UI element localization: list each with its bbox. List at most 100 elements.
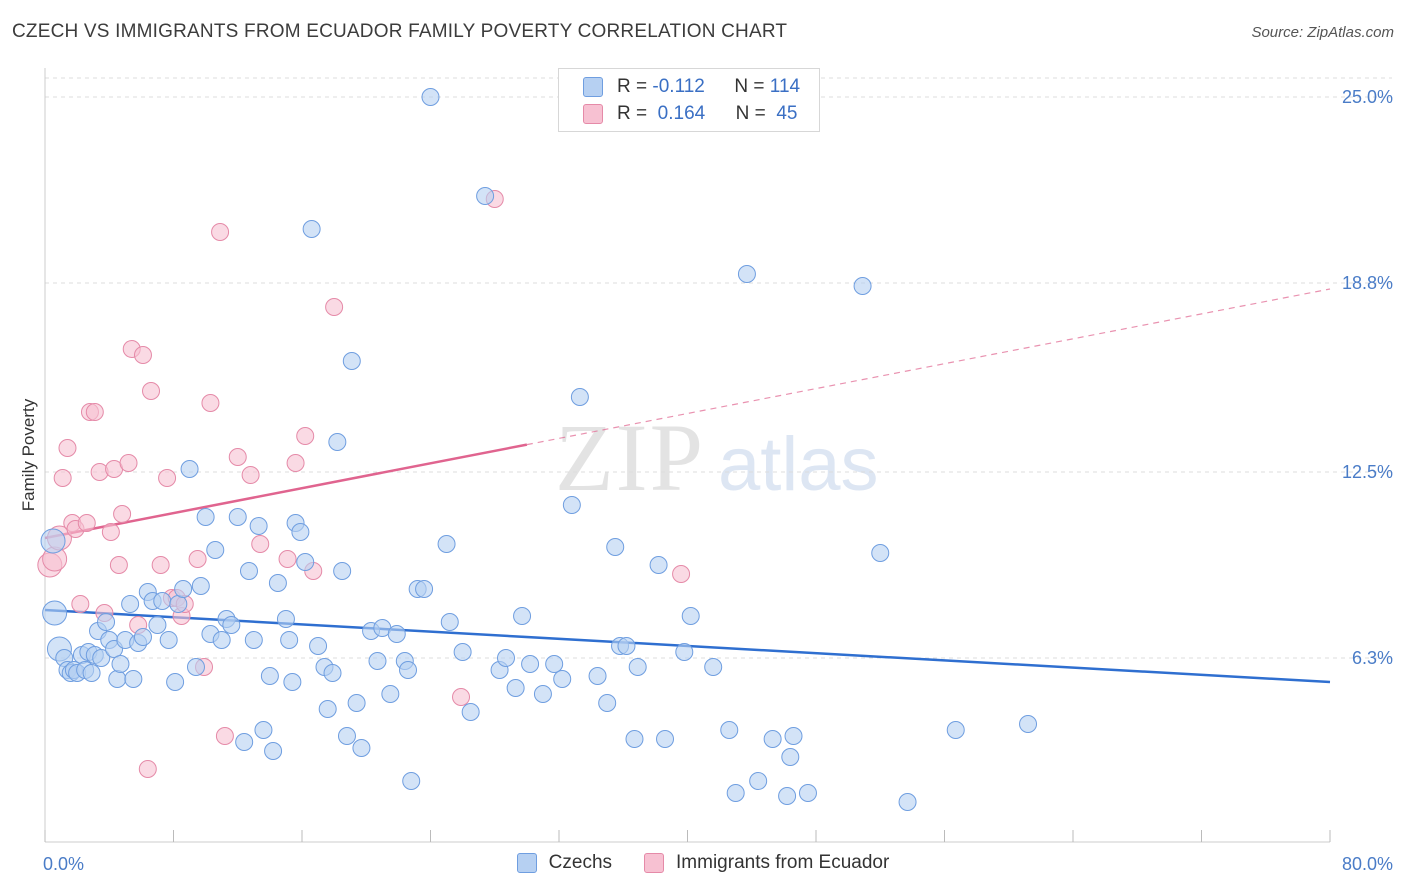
- ecuador-point: [133, 346, 152, 364]
- czech-point: [276, 610, 295, 628]
- czech-point: [421, 88, 440, 106]
- czech-point: [124, 670, 143, 688]
- x-tick-label: 80.0%: [1342, 854, 1393, 874]
- czech-point: [533, 685, 552, 703]
- ecuador-point: [215, 727, 234, 745]
- czech-point: [212, 631, 231, 649]
- czech-point: [496, 649, 515, 667]
- czech-point: [174, 580, 193, 598]
- ecuador-point: [201, 394, 220, 412]
- czech-point: [222, 616, 241, 634]
- czech-point: [628, 658, 647, 676]
- czech-point: [97, 613, 116, 631]
- czech-point: [513, 607, 532, 625]
- czech-point: [415, 580, 434, 598]
- czech-point: [166, 673, 185, 691]
- y-tick-label: 12.5%: [1342, 462, 1393, 482]
- czech-point: [871, 544, 890, 562]
- czech-point: [92, 649, 111, 667]
- n-label: N =: [734, 76, 765, 97]
- ecuador-point: [158, 469, 177, 487]
- czech-point: [553, 670, 572, 688]
- ecuador-point: [138, 760, 157, 778]
- czech-point: [381, 685, 400, 703]
- czech-swatch: [516, 853, 537, 873]
- czech-point: [720, 721, 739, 739]
- czech-point: [180, 460, 199, 478]
- czech-swatch: [583, 77, 603, 97]
- czech-point: [440, 613, 459, 631]
- czech-point: [228, 508, 247, 526]
- czech-point: [121, 595, 140, 613]
- ecuador-point: [90, 463, 109, 481]
- ecuador-point: [58, 439, 77, 457]
- ecuador-point: [142, 382, 161, 400]
- czech-point: [476, 187, 495, 205]
- ecuador-point: [211, 223, 230, 241]
- czech-point: [235, 733, 254, 751]
- czech-point: [946, 721, 965, 739]
- ecuador-point: [188, 550, 207, 568]
- czech-point: [333, 562, 352, 580]
- czech-point: [656, 730, 675, 748]
- czech-point: [264, 742, 283, 760]
- czech-point: [280, 631, 299, 649]
- czech-point: [337, 727, 356, 745]
- czech-point: [186, 658, 205, 676]
- czech-point: [545, 655, 564, 673]
- legend-label: Immigrants from Ecuador: [676, 852, 890, 873]
- ecuador-point: [119, 454, 138, 472]
- ecuador-point: [151, 556, 170, 574]
- trend-line-ecuador: [44, 443, 528, 540]
- czech-point: [798, 784, 817, 802]
- czech-point: [402, 772, 421, 790]
- czech-point: [133, 628, 152, 646]
- czech-point: [169, 595, 188, 613]
- czech-point: [562, 496, 581, 514]
- czech-point: [159, 631, 178, 649]
- czech-point: [42, 600, 68, 626]
- czech-point: [260, 667, 279, 685]
- legend-row-ecuador: R = 0.164 N = 45: [583, 101, 797, 127]
- czech-point: [318, 700, 337, 718]
- czech-point: [283, 673, 302, 691]
- czech-point: [40, 528, 66, 554]
- y-tick-label: 25.0%: [1342, 87, 1393, 107]
- ecuador-point: [228, 448, 247, 466]
- czech-point: [342, 352, 361, 370]
- tick-labels: 6.3% 12.5% 18.8% 25.0% 0.0% 80.0%: [43, 87, 1393, 874]
- czech-point: [196, 508, 215, 526]
- czech-point: [506, 679, 525, 697]
- czech-point: [387, 625, 406, 643]
- czech-point: [749, 772, 768, 790]
- czech-point: [244, 631, 263, 649]
- czech-point: [521, 655, 540, 673]
- y-tick-label: 6.3%: [1352, 648, 1393, 668]
- czech-point: [296, 553, 315, 571]
- czech-point: [368, 652, 387, 670]
- czech-point: [784, 727, 803, 745]
- czech-point: [302, 220, 321, 238]
- source-credit: Source: ZipAtlas.com: [1251, 24, 1394, 41]
- legend-item-czechs: Czechs: [516, 852, 612, 874]
- czech-point: [1019, 715, 1038, 733]
- czech-point: [111, 655, 130, 673]
- ecuador-point: [672, 565, 691, 583]
- czech-point: [778, 787, 797, 805]
- czech-point: [437, 535, 456, 553]
- ecuador-point: [251, 535, 270, 553]
- czech-point: [323, 664, 342, 682]
- ecuador-point: [109, 556, 128, 574]
- legend-row-czechs: R = -0.112 N = 114: [583, 74, 800, 100]
- czech-point: [606, 538, 625, 556]
- n-value: 45: [776, 103, 798, 124]
- x-tick-label: 0.0%: [43, 854, 84, 874]
- trend-line-ecuador-extrapolated: [526, 288, 1331, 446]
- czech-point: [268, 574, 287, 592]
- czech-point: [737, 265, 756, 283]
- czech-point: [781, 748, 800, 766]
- czech-point: [853, 277, 872, 295]
- czech-point: [191, 577, 210, 595]
- ecuador-point: [241, 466, 260, 484]
- czech-point: [249, 517, 268, 535]
